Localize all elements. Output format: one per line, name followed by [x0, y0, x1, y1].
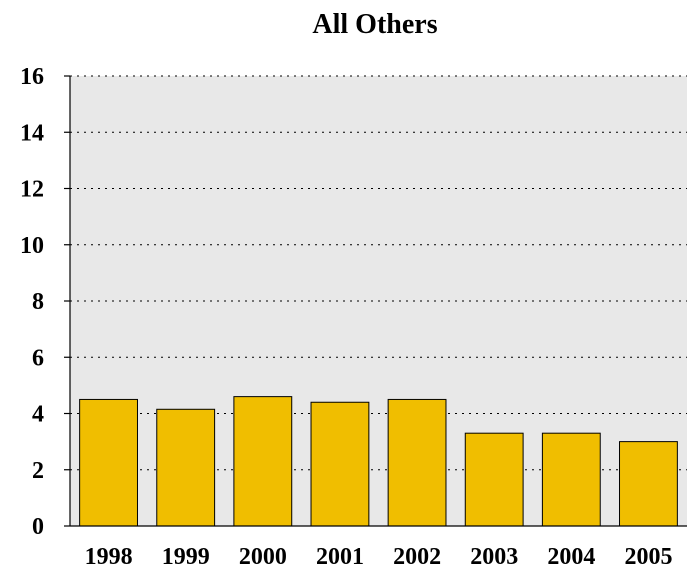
- x-tick-label: 1998: [85, 544, 133, 570]
- bar-1998: [79, 398, 138, 527]
- x-tick-label: 2004: [547, 544, 595, 570]
- bar-1999: [156, 408, 216, 527]
- y-tick-label: 12: [20, 177, 44, 203]
- x-tick-label: 1999: [162, 544, 210, 570]
- chart-title: All Others: [312, 9, 437, 40]
- bar-2002: [387, 398, 447, 527]
- y-tick-label: 16: [20, 64, 44, 90]
- x-tick-label: 2000: [239, 544, 287, 570]
- x-tick-label: 2005: [624, 544, 672, 570]
- y-tick-label: 0: [32, 514, 44, 540]
- gridlines: [70, 75, 687, 471]
- y-tick-label: 2: [32, 458, 44, 484]
- x-tick-label: 2001: [316, 544, 364, 570]
- x-tick-label: 2002: [393, 544, 441, 570]
- y-axis-ticks: 0 2 4 6 8 10 12 14 16: [20, 64, 70, 540]
- y-tick-label: 4: [32, 402, 44, 428]
- bar-2005: [619, 441, 678, 527]
- x-axis-ticks: 1998 1999 2000 2001 2002 2003 2004 2005: [85, 544, 673, 570]
- x-tick-label: 2003: [470, 544, 518, 570]
- y-tick-label: 8: [32, 289, 44, 315]
- y-tick-label: 10: [20, 233, 44, 259]
- bar-2000: [233, 396, 293, 527]
- y-tick-label: 14: [20, 120, 44, 146]
- bar-2004: [541, 432, 601, 527]
- bar-2003: [464, 432, 524, 527]
- bar-2001: [310, 401, 370, 527]
- y-tick-label: 6: [32, 345, 44, 371]
